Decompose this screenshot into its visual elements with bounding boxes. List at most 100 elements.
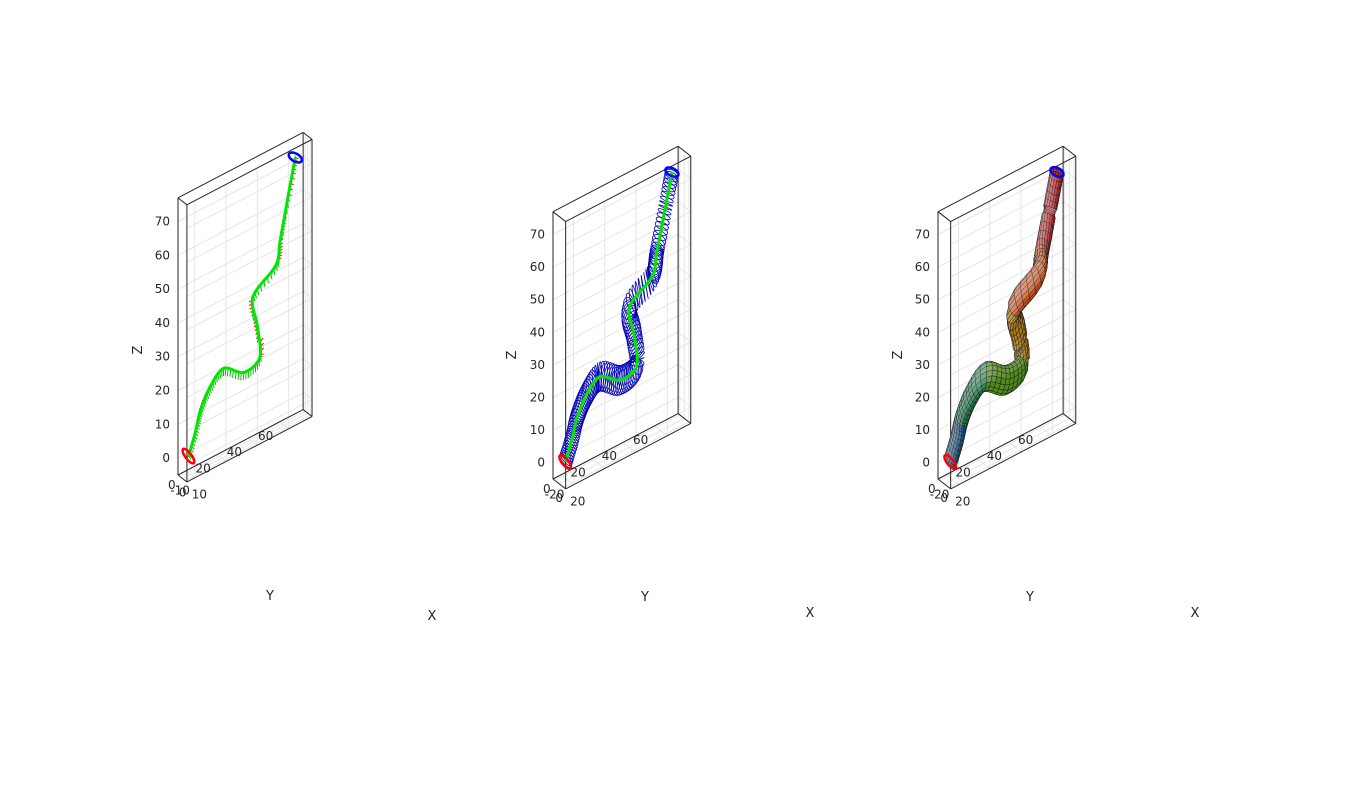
z-tick-label: 40 <box>915 325 930 339</box>
ring-section <box>656 212 671 221</box>
surface-highlight <box>954 414 957 423</box>
surface-highlight <box>1037 248 1040 254</box>
axis-edge <box>552 478 566 490</box>
surface-highlight <box>1015 296 1023 308</box>
z-tick-label: 60 <box>530 260 545 274</box>
surface-face <box>1008 293 1016 308</box>
axis-edge <box>186 416 313 483</box>
ring-section <box>653 225 668 236</box>
y-tick-label: 60 <box>1018 433 1033 447</box>
surface-highlight <box>996 363 1002 368</box>
ring-section <box>660 190 675 200</box>
surface-highlight <box>949 444 954 452</box>
surface-highlight <box>1035 250 1038 258</box>
surface-highlight <box>1020 276 1027 287</box>
ring-section <box>647 252 663 278</box>
surface-highlight <box>1049 185 1053 194</box>
surface-highlight <box>1050 210 1057 216</box>
surface-highlight <box>952 454 957 461</box>
z-tick-label: 10 <box>915 423 930 437</box>
surface-highlight <box>1043 197 1047 205</box>
surface-highlight <box>1004 365 1010 369</box>
x-axis-label: X <box>1191 606 1200 621</box>
surface-highlight <box>990 375 997 383</box>
surface-highlight <box>973 389 979 398</box>
end-cap-ring <box>1049 165 1065 179</box>
surface-highlight <box>1037 238 1040 247</box>
ring-section <box>654 220 669 231</box>
surface-highlight <box>1041 257 1047 266</box>
ring-section <box>628 337 644 358</box>
x-tick-label: 0 <box>179 486 187 500</box>
surface-highlight <box>1047 192 1052 201</box>
surface-highlight <box>1020 280 1028 292</box>
y-tick-label: 20 <box>570 466 585 480</box>
surface-highlight <box>1046 213 1051 224</box>
surface-highlight <box>1034 255 1040 263</box>
surface-highlight <box>997 366 1002 373</box>
ring-section <box>566 427 581 439</box>
gridline <box>177 392 304 459</box>
surface-highlight <box>992 365 998 371</box>
surface-highlight <box>1011 307 1019 316</box>
surface-highlight <box>1014 345 1017 351</box>
x-tick-label: 0 <box>555 491 563 505</box>
surface-highlight <box>985 361 992 364</box>
surface-highlight <box>1005 373 1010 380</box>
z-tick-label: 30 <box>530 358 545 372</box>
surface-highlight <box>1036 251 1040 258</box>
surface-highlight <box>1007 313 1014 323</box>
surface-highlight <box>961 398 965 408</box>
z-axis-label: Z <box>131 345 146 354</box>
surface-highlight <box>1033 272 1040 284</box>
ring-section <box>583 378 595 404</box>
surface-highlight <box>1005 368 1010 374</box>
x-tick-label: 10 <box>192 488 207 502</box>
z-tick-label: 60 <box>915 260 930 274</box>
ring-section <box>578 387 590 412</box>
surface-highlight <box>971 371 976 381</box>
z-tick-label: 50 <box>155 282 170 296</box>
surface-highlight <box>963 386 967 394</box>
axis-edge <box>177 131 304 199</box>
surface-highlight <box>958 434 962 441</box>
gridline <box>552 299 679 366</box>
surface-highlight <box>1045 208 1056 214</box>
axis-edge <box>552 145 679 213</box>
start-cap-ring <box>181 447 196 465</box>
z-tick-label: 10 <box>530 423 545 437</box>
surface-face <box>971 374 976 386</box>
surface-highlight <box>1012 344 1015 351</box>
surface-highlight <box>979 363 987 371</box>
surface-highlight <box>1006 306 1010 317</box>
surface-highlight <box>1039 244 1043 249</box>
surface-highlight <box>970 393 976 402</box>
y-tick-label: 0 <box>168 478 176 492</box>
surface-highlight <box>1033 253 1036 262</box>
surface-highlight <box>961 394 964 404</box>
axis-edge <box>937 478 951 490</box>
surface-highlight <box>966 389 970 399</box>
surface-highlight <box>979 361 986 367</box>
surface-highlight <box>1000 364 1006 369</box>
surface-highlight <box>948 439 951 447</box>
surface-highlight <box>1006 310 1012 320</box>
surface-highlight <box>1039 230 1043 239</box>
axis-edge <box>950 423 1077 490</box>
surface-highlight <box>971 380 976 390</box>
surface-highlight <box>972 385 977 394</box>
z-tick-label: 0 <box>537 456 545 470</box>
y-tick-label: 40 <box>602 449 617 463</box>
gridline <box>177 155 304 222</box>
surface-highlight <box>1042 205 1049 215</box>
surface-highlight <box>977 385 983 394</box>
surface-highlight <box>981 382 987 390</box>
y-tick-label: 40 <box>227 445 242 459</box>
x-tick-label: 0 <box>940 491 948 505</box>
axis-edge <box>302 132 313 140</box>
surface-highlight <box>1026 269 1032 277</box>
surface-highlight <box>1020 284 1029 297</box>
x-tick-label: 20 <box>570 494 585 508</box>
surface-highlight <box>1035 239 1038 249</box>
